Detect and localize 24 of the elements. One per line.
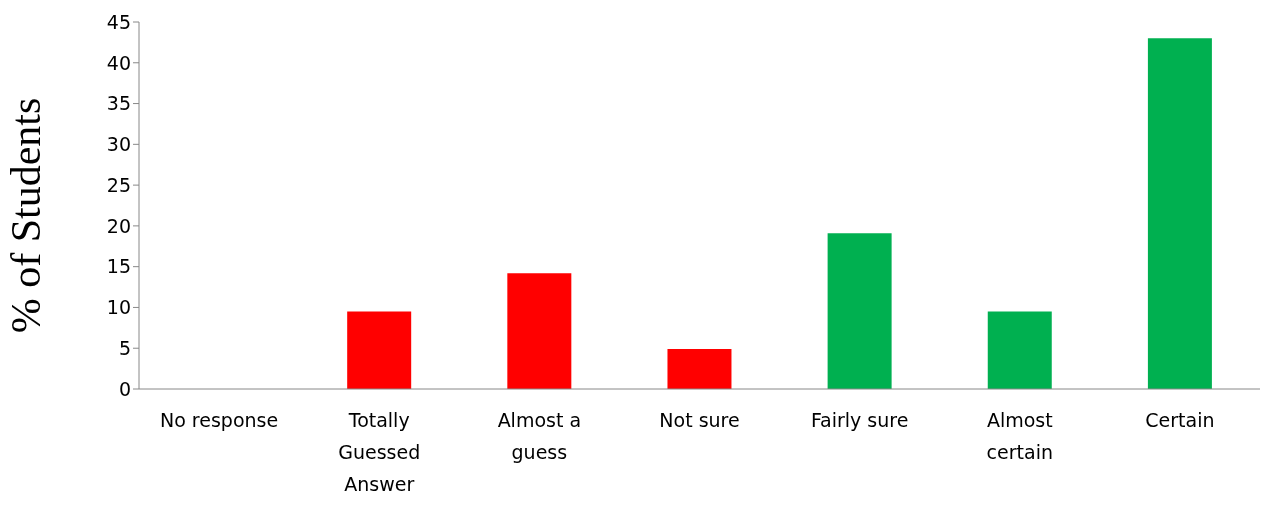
bar (987, 311, 1052, 389)
y-axis-title: % of Students (2, 97, 49, 334)
x-tick-label: Almost a guess (497, 409, 582, 463)
y-tick-label: 40 (106, 51, 131, 74)
bar (1147, 38, 1212, 389)
y-tick-label: 15 (106, 255, 131, 278)
y-tick-label: 5 (118, 336, 131, 359)
y-tick-label: 30 (106, 133, 131, 156)
y-tick-label: 35 (106, 92, 131, 115)
y-tick-label: 25 (106, 173, 131, 196)
x-tick-label: Almost certain (986, 409, 1053, 463)
bar (347, 311, 412, 389)
x-tick-label: No response (159, 409, 279, 431)
bar (827, 233, 892, 389)
y-tick-label: 0 (118, 377, 131, 400)
x-tick-label: Certain (1145, 409, 1215, 431)
x-tick-label: Fairly sure (810, 409, 909, 431)
bar (667, 349, 732, 389)
y-tick-label: 45 (106, 10, 131, 33)
x-tick-label: Totally Guessed Answer (338, 409, 421, 495)
bar (507, 273, 572, 389)
y-tick-label: 20 (106, 214, 131, 237)
y-tick-label: 10 (106, 296, 131, 319)
x-tick-label: Not sure (659, 409, 740, 431)
